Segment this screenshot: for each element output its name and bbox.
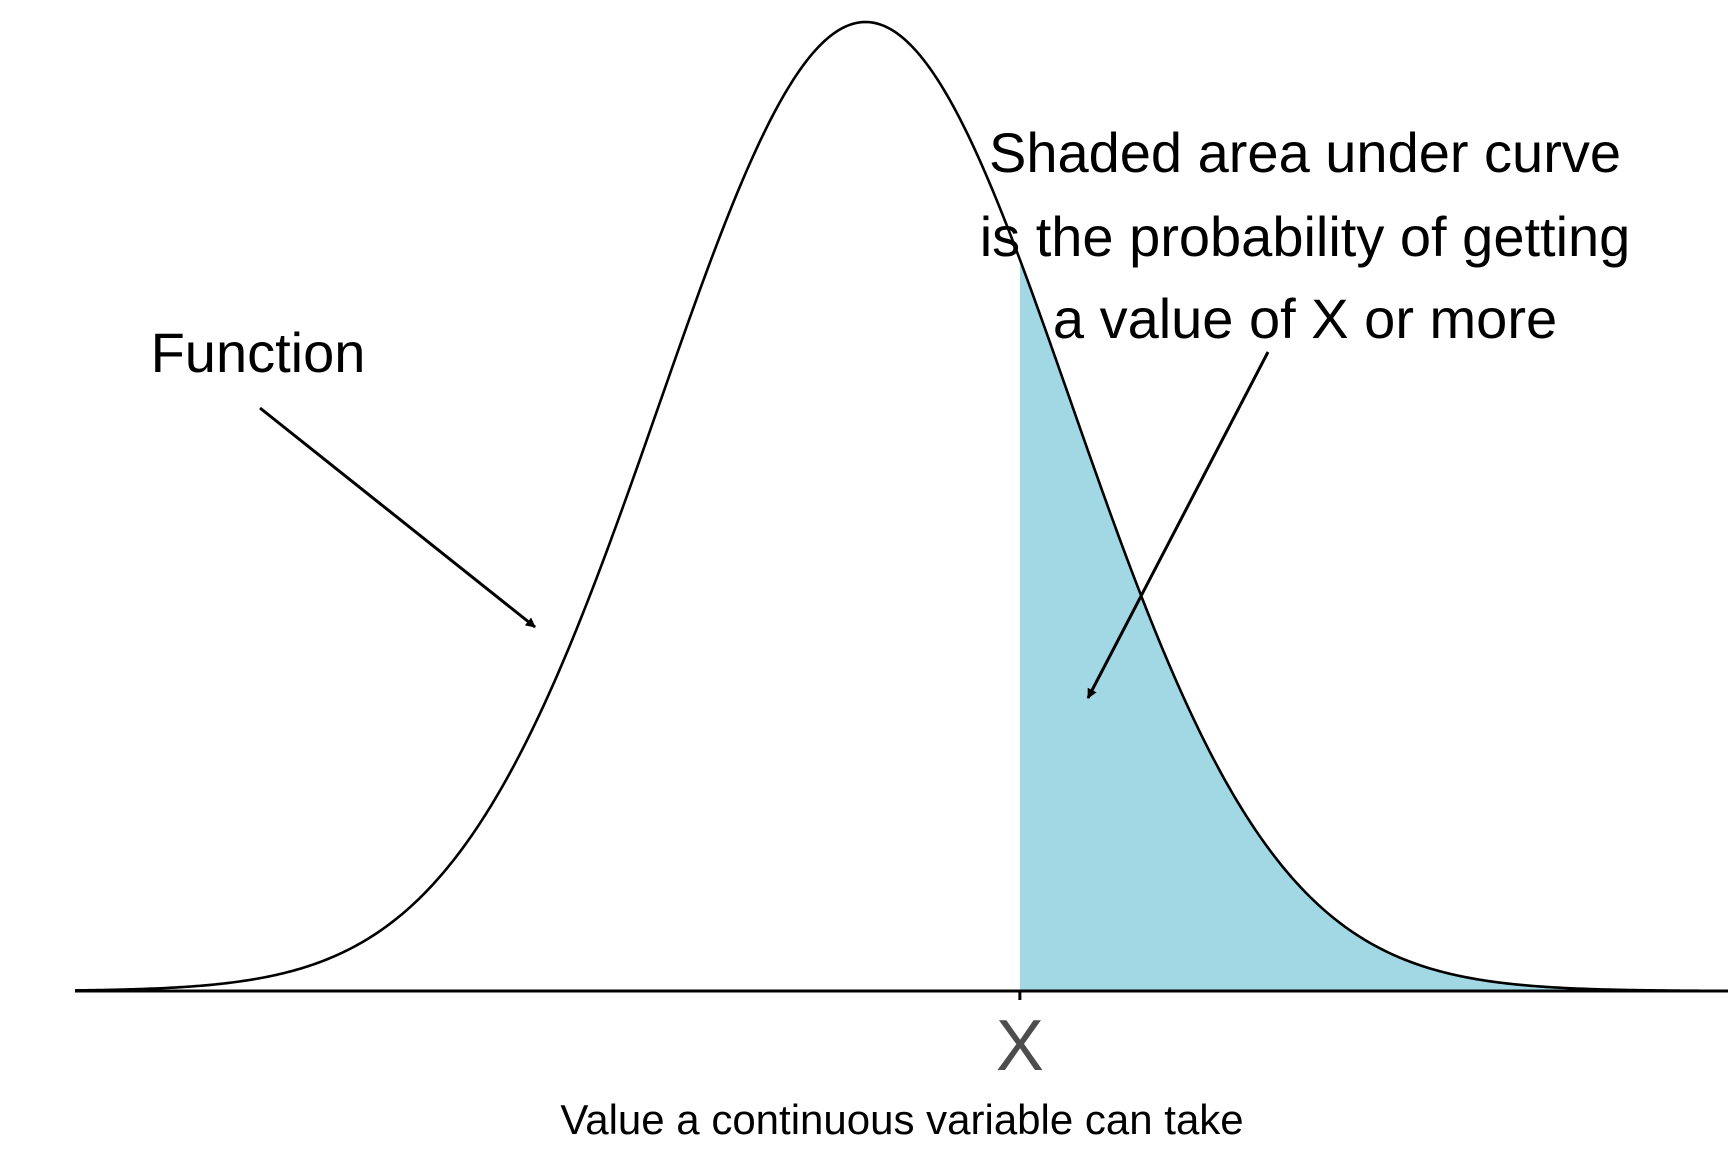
area-annotation-arrow: [1086, 351, 1270, 699]
shaded-tail-area: [1019, 259, 1728, 991]
area-annotation-line-3: a value of X or more: [1053, 287, 1557, 350]
density-curve: [74, 20, 1728, 993]
function-label: Function: [151, 321, 366, 384]
area-annotation-line-1: Shaded area under curve: [989, 121, 1621, 184]
area-annotation-line-2: is the probability of getting: [980, 205, 1631, 268]
x-tick-label: X: [996, 1006, 1044, 1086]
function-arrow: [259, 406, 536, 629]
x-axis-title: Value a continuous variable can take: [560, 1096, 1243, 1143]
